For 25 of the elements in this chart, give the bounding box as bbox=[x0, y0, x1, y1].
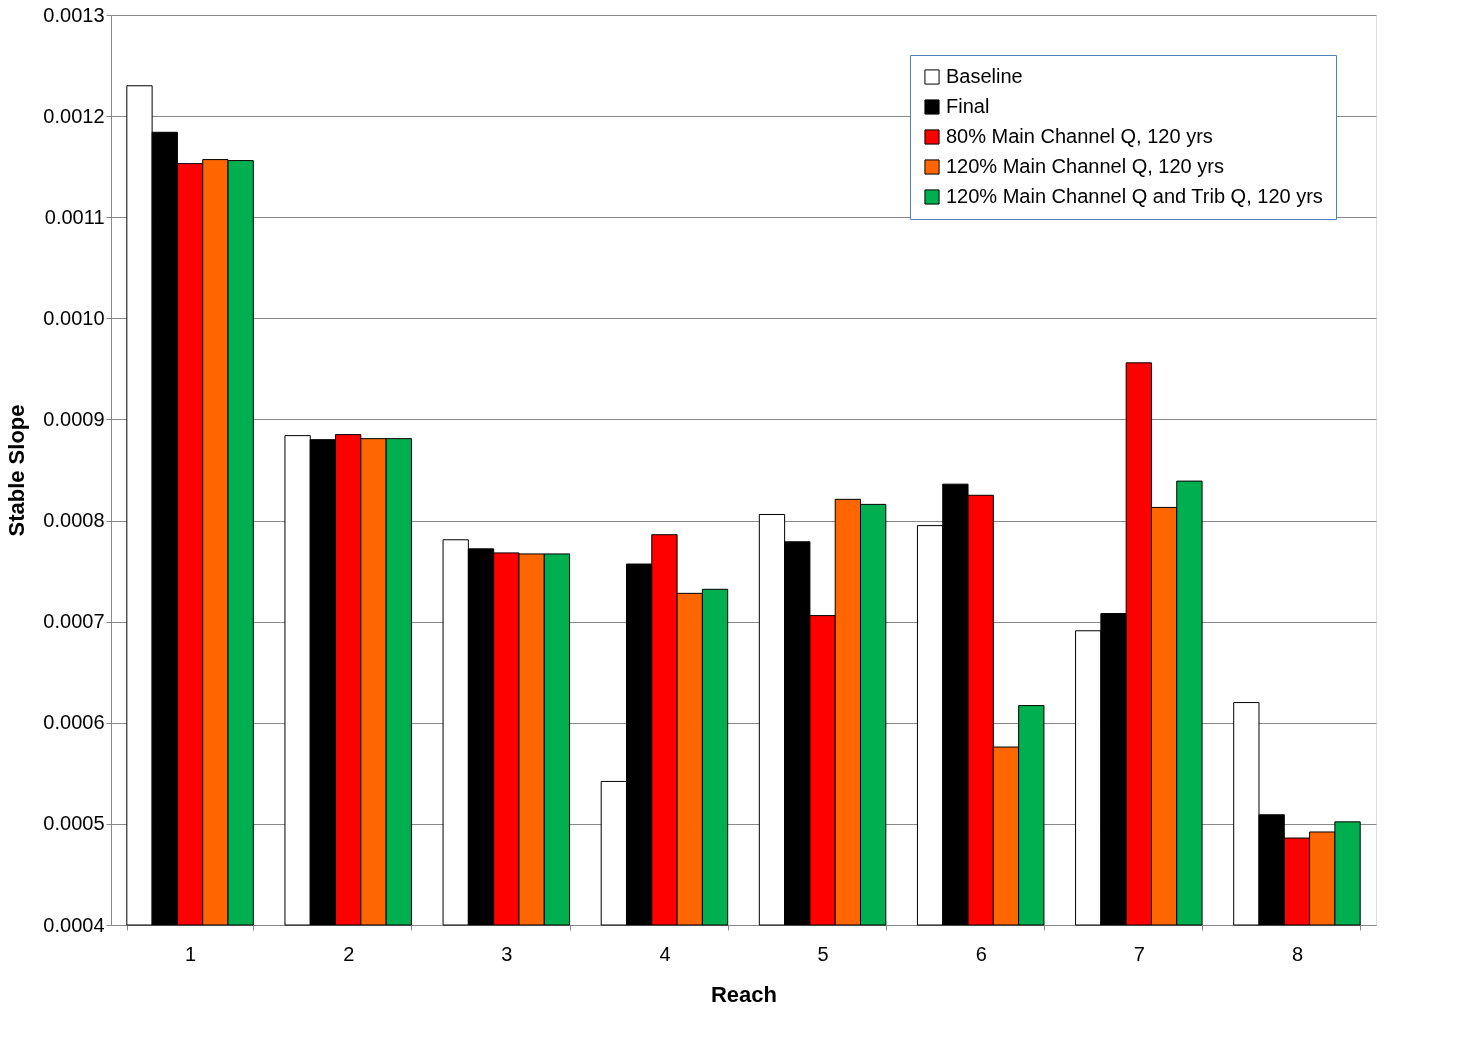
y-tick-label: 0.0013 bbox=[43, 3, 105, 26]
x-tick-label: 1 bbox=[185, 942, 197, 965]
y-tick-label: 0.0008 bbox=[43, 509, 105, 532]
legend-label: 80% Main Channel Q, 120 yrs bbox=[946, 125, 1213, 147]
legend-label: Final bbox=[946, 95, 990, 117]
y-tick-label: 0.0004 bbox=[43, 913, 105, 936]
legend-label: 120% Main Channel Q, 120 yrs bbox=[946, 155, 1224, 177]
x-tick-label: 2 bbox=[343, 942, 355, 965]
y-tick-label: 0.0009 bbox=[43, 407, 105, 430]
legend-label: Baseline bbox=[946, 65, 1023, 87]
y-tick-label: 0.0007 bbox=[43, 610, 105, 633]
y-tick-label: 0.0011 bbox=[44, 205, 105, 228]
x-axis-title: Reach bbox=[710, 981, 778, 1007]
y-tick-label: 0.0012 bbox=[43, 104, 105, 127]
legend-label: 120% Main Channel Q and Trib Q, 120 yrs bbox=[946, 185, 1323, 207]
x-tick-label: 3 bbox=[501, 942, 513, 965]
y-tick-label: 0.0006 bbox=[43, 711, 105, 734]
y-tick-label: 0.0005 bbox=[43, 812, 105, 835]
x-tick-label: 8 bbox=[1291, 942, 1303, 965]
y-tick-label: 0.0010 bbox=[43, 306, 105, 329]
y-axis-title: Stable Slope bbox=[4, 404, 30, 537]
x-tick-label: 6 bbox=[975, 942, 987, 965]
x-tick-label: 7 bbox=[1133, 942, 1145, 965]
x-tick-label: 4 bbox=[659, 942, 671, 965]
x-tick-label: 5 bbox=[817, 942, 829, 965]
